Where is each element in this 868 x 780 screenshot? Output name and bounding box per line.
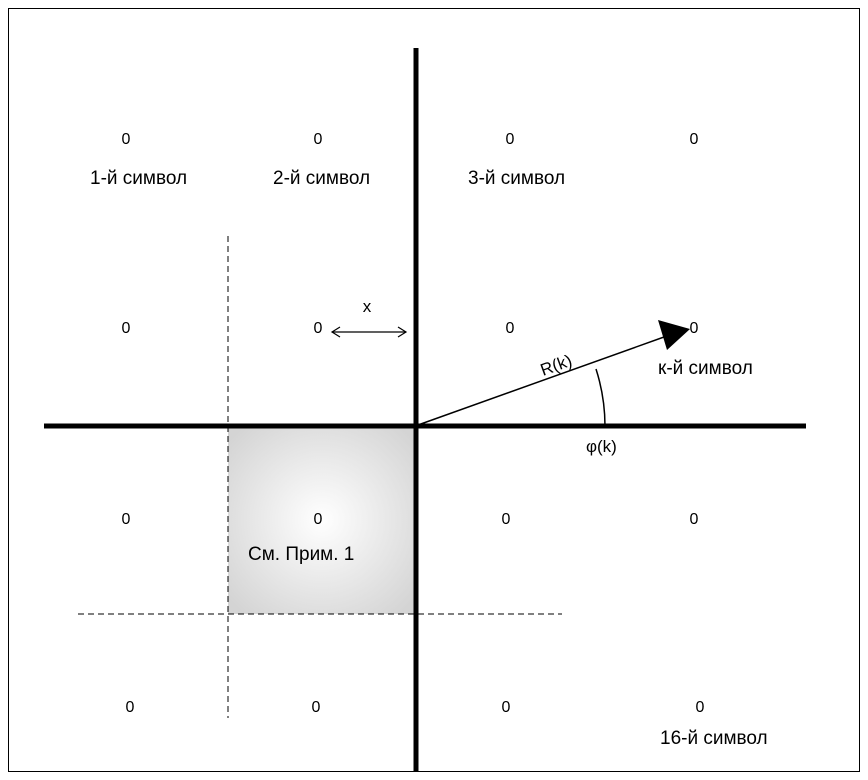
phase-label: φ(k) bbox=[586, 437, 617, 456]
symbol-2-label: 2-й символ bbox=[273, 168, 370, 189]
vector-arrow bbox=[417, 320, 690, 426]
phase-arc bbox=[595, 368, 606, 427]
point-4: 0 bbox=[690, 131, 699, 148]
point-13: 0 bbox=[126, 699, 135, 716]
point-1: 0 bbox=[122, 131, 131, 148]
symbol-16-label: 16-й символ bbox=[660, 728, 768, 749]
point-14: 0 bbox=[312, 699, 321, 716]
constellation-points: 0 0 0 0 0 0 0 0 0 0 0 0 0 0 0 0 bbox=[122, 131, 705, 716]
shaded-region bbox=[228, 426, 416, 614]
point-5: 0 bbox=[122, 320, 131, 337]
point-2: 0 bbox=[314, 131, 323, 148]
point-11: 0 bbox=[502, 511, 511, 528]
point-8: 0 bbox=[690, 320, 699, 337]
symbol-1-label: 1-й символ bbox=[90, 168, 187, 189]
diagram-frame bbox=[8, 8, 860, 772]
magnitude-label: R(k) bbox=[538, 351, 575, 380]
point-10: 0 bbox=[314, 511, 323, 528]
symbol-k-label: к-й символ bbox=[658, 358, 753, 379]
note-label: См. Прим. 1 bbox=[248, 544, 354, 565]
point-3: 0 bbox=[506, 131, 515, 148]
distance-arrow bbox=[330, 326, 408, 338]
point-6: 0 bbox=[314, 320, 323, 337]
distance-label: x bbox=[363, 297, 372, 316]
point-16: 0 bbox=[696, 699, 705, 716]
point-7: 0 bbox=[506, 320, 515, 337]
point-12: 0 bbox=[690, 511, 699, 528]
symbol-3-label: 3-й символ bbox=[468, 168, 565, 189]
point-9: 0 bbox=[122, 511, 131, 528]
point-15: 0 bbox=[502, 699, 511, 716]
